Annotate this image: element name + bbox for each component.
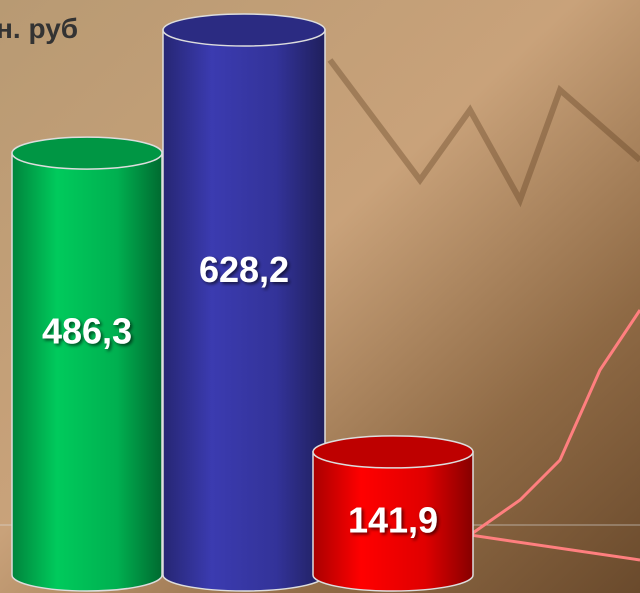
- bar-top: [163, 14, 325, 46]
- data-label: 628,2: [199, 249, 289, 290]
- data-label: 486,3: [42, 311, 132, 352]
- bar: [12, 153, 162, 591]
- bar-top: [12, 137, 162, 169]
- chart-title: н. руб: [0, 13, 78, 44]
- page: н. руб 486,3628,2141,9 (() => { const da…: [0, 0, 640, 593]
- data-label: 141,9: [348, 500, 438, 541]
- bar-top: [313, 436, 473, 468]
- chart: н. руб 486,3 628,2 141,9: [0, 0, 640, 593]
- bar: [163, 30, 325, 591]
